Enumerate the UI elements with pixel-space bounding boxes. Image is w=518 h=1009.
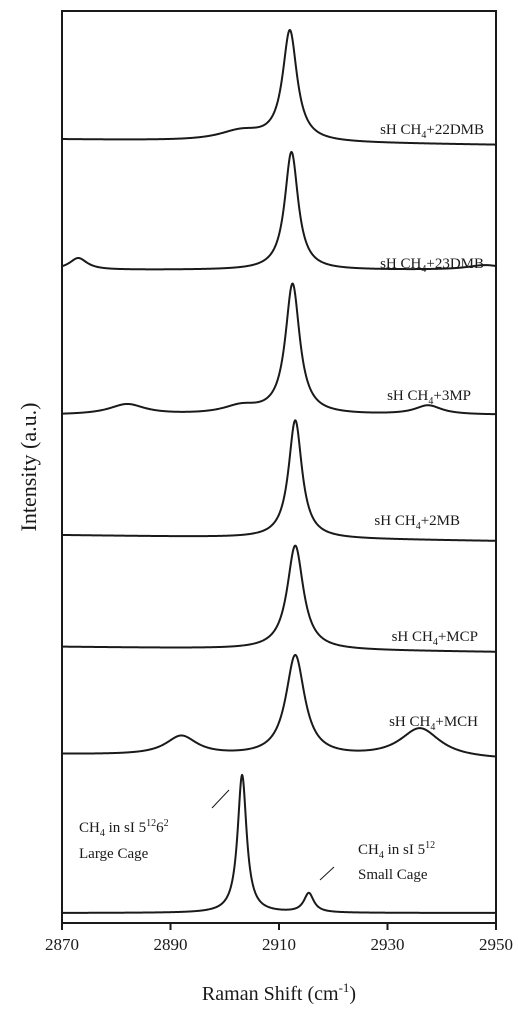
spectra-group (62, 30, 496, 913)
x-tick-label-2930: 2930 (371, 935, 405, 954)
series-label-3mp: sH CH4+3MP (387, 388, 471, 407)
spectrum-line-3 (62, 284, 496, 415)
series-label-22dmb: sH CH4+22DMB (380, 122, 484, 141)
x-tick-label-2950: 2950 (479, 935, 513, 954)
annotation-small-cage-line1: CH4 in sI 512 (358, 840, 435, 861)
series-label-mch: sH CH4+MCH (389, 714, 478, 733)
annotation-small-cage-line2: Small Cage (358, 867, 428, 883)
spectrum-line-2 (62, 152, 496, 269)
annotation-small-cage-leader (320, 867, 334, 880)
plot-frame (62, 11, 496, 923)
annotation-large-cage-line1: CH4 in sI 51262 (79, 818, 169, 839)
x-tick-label-2890: 2890 (154, 935, 188, 954)
series-label-2mb: sH CH4+2MB (374, 513, 460, 532)
spectrum-line-6 (62, 655, 496, 757)
annotation-large-cage-leader (212, 790, 229, 808)
x-tick-label-2870: 2870 (45, 935, 79, 954)
annotation-large-cage-line2: Large Cage (79, 846, 149, 862)
series-label-mcp: sH CH4+MCP (392, 629, 478, 648)
x-axis-title: Raman Shift (cm-1) (202, 980, 356, 1005)
series-label-23dmb: sH CH4+23DMB (380, 256, 484, 275)
x-axis-ticks: 2870 2890 2910 2930 2950 (45, 923, 513, 954)
x-tick-label-2910: 2910 (262, 935, 296, 954)
y-axis-title: Intensity (a.u.) (16, 403, 41, 532)
